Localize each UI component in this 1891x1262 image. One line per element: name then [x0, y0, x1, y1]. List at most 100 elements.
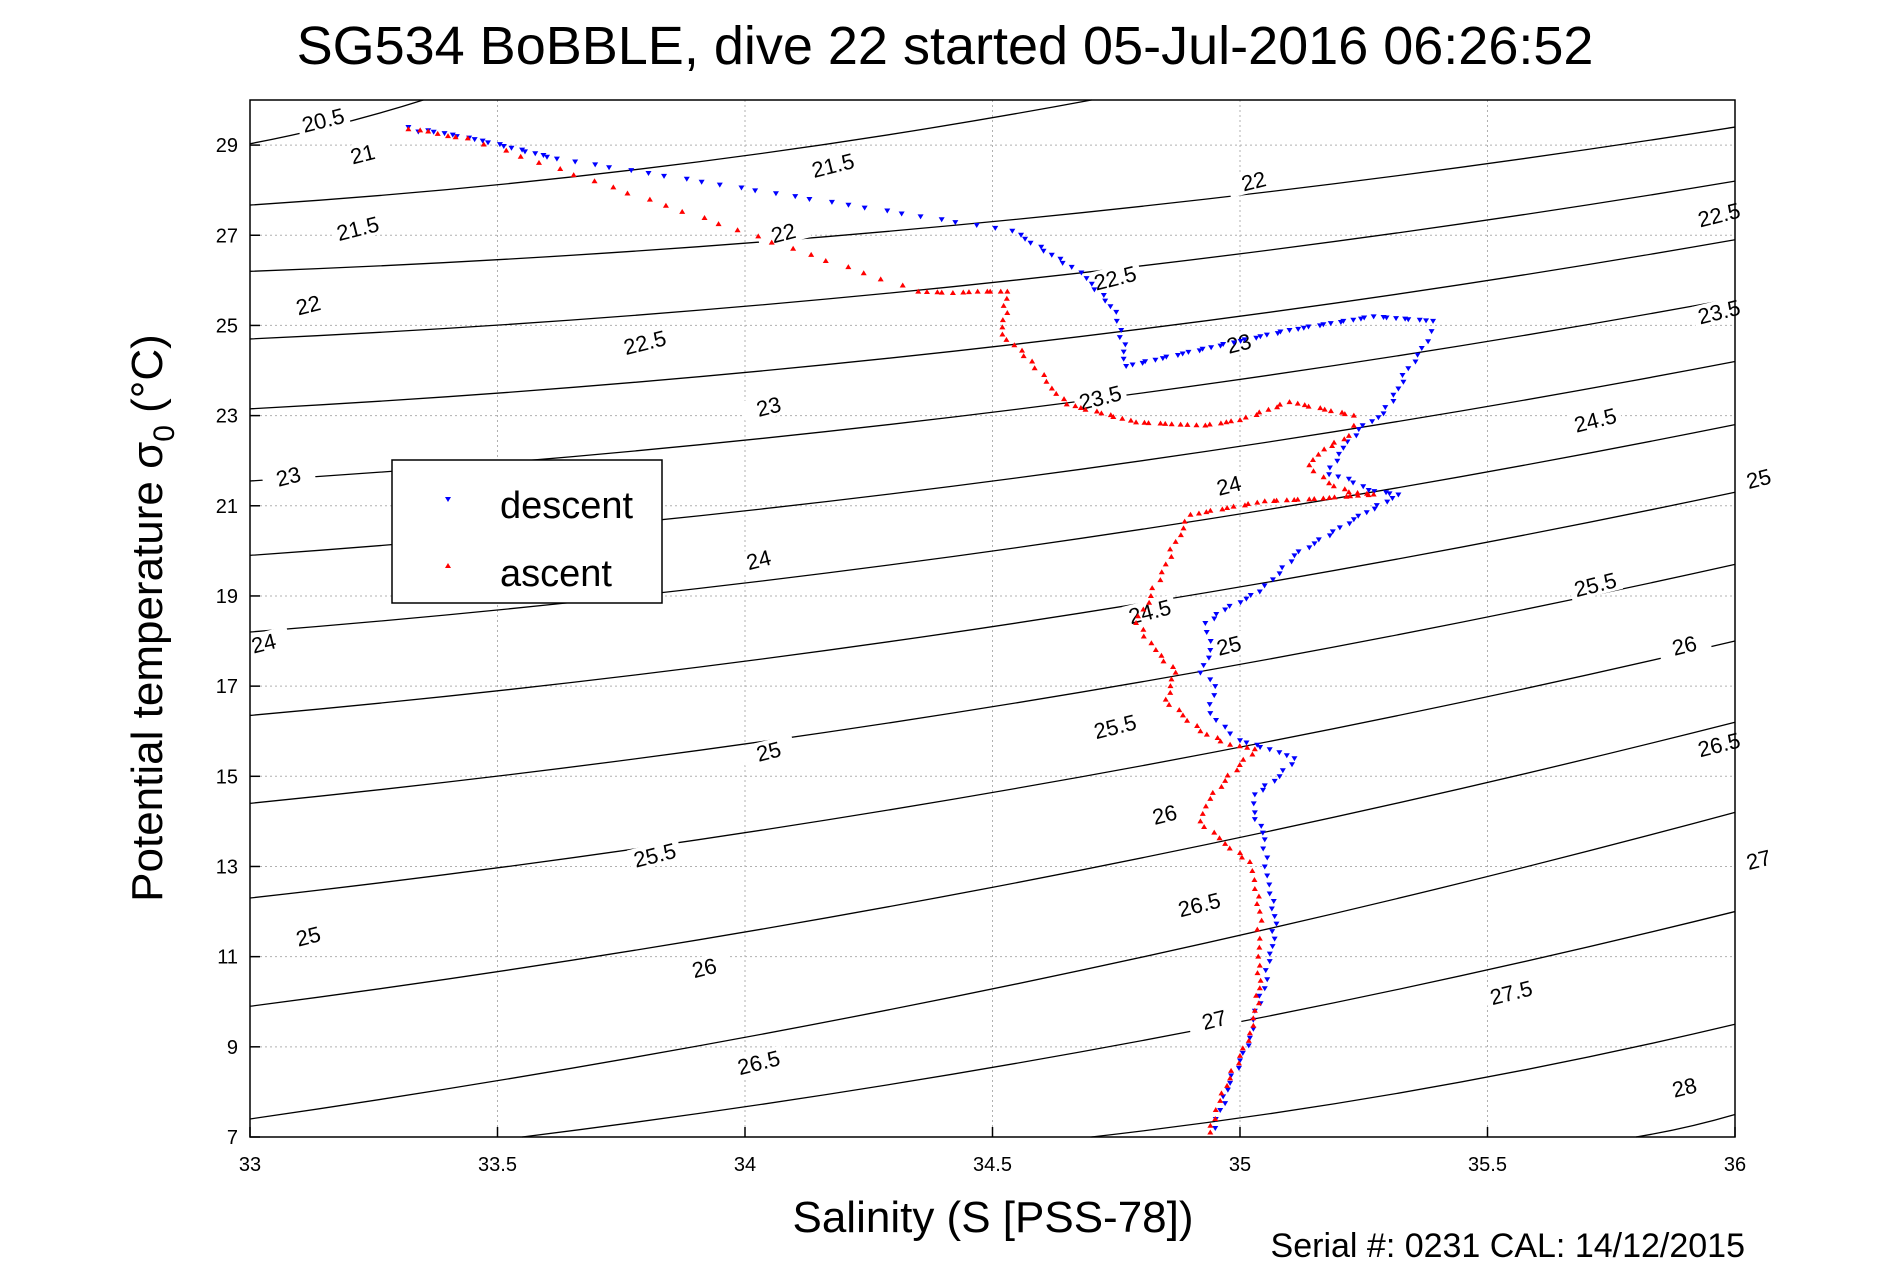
ascent-point [1253, 411, 1260, 417]
descent-point [1266, 882, 1273, 888]
ascent-point [1227, 741, 1234, 747]
descent-point [1200, 663, 1207, 669]
descent-point [1399, 373, 1406, 379]
ascent-point [517, 153, 524, 159]
contour-label: 26.5 [735, 1045, 783, 1080]
ascent-point [1249, 751, 1256, 757]
contour-label: 21.5 [809, 148, 857, 183]
ascent-point [1093, 408, 1100, 414]
ascent-point [999, 331, 1006, 337]
ascent-point [1326, 494, 1333, 500]
ascent-point [1271, 497, 1278, 503]
descent-point [1261, 986, 1268, 992]
ascent-point [1167, 546, 1174, 552]
descent-point [1340, 445, 1347, 451]
ascent-point [1251, 886, 1258, 892]
ascent-point [1176, 707, 1183, 713]
descent-point [1346, 521, 1353, 527]
ascent-point [1251, 1007, 1258, 1013]
descent-point [1266, 959, 1273, 965]
ascent-point [452, 134, 459, 140]
descent-point [532, 151, 539, 157]
ascent-point [1219, 506, 1226, 512]
descent-series [405, 125, 1437, 1131]
ascent-point [1212, 1115, 1219, 1121]
descent-point [1207, 639, 1214, 645]
ascent-point [960, 289, 967, 295]
descent-point [1113, 318, 1120, 324]
ascent-point [999, 324, 1006, 330]
descent-point [1230, 340, 1237, 346]
descent-point [1239, 1050, 1246, 1056]
ascent-point [1127, 417, 1134, 423]
descent-point [1355, 427, 1362, 433]
y-tick-label: 27 [216, 225, 238, 247]
descent-point [1395, 492, 1402, 498]
contour-line-28 [1635, 1113, 1736, 1138]
ascent-point [1294, 400, 1301, 406]
ascent-point [1172, 538, 1179, 544]
ascent-point [1158, 569, 1165, 575]
ascent-point [1230, 503, 1237, 509]
ascent-point [1261, 498, 1268, 504]
ascent-point [1355, 492, 1362, 498]
ascent-point [1133, 620, 1140, 626]
contour-label: 25 [1744, 464, 1774, 494]
ascent-point [974, 288, 981, 294]
ascent-point [1063, 401, 1070, 407]
descent-point [1276, 571, 1283, 577]
descent-point [1245, 1043, 1252, 1049]
descent-point [884, 208, 891, 214]
ascent-point [1167, 689, 1174, 695]
ascent-point [808, 251, 815, 257]
descent-point [1428, 329, 1435, 335]
ascent-point [899, 282, 906, 288]
ascent-point [987, 288, 994, 294]
descent-point [1264, 855, 1271, 861]
contour-label-bg [1656, 1070, 1713, 1105]
descent-point [519, 147, 526, 153]
ascent-point [1193, 422, 1200, 428]
ascent-point [999, 317, 1006, 323]
descent-point [1251, 810, 1258, 816]
ascent-point [1239, 1045, 1246, 1051]
ascent-point [1347, 493, 1354, 499]
descent-point [806, 197, 813, 203]
y-tick-label: 7 [227, 1127, 238, 1149]
descent-point [1257, 334, 1264, 340]
ascent-point [1309, 456, 1316, 462]
descent-point [1345, 476, 1352, 482]
ascent-point [1240, 756, 1247, 762]
ascent-point [860, 270, 867, 276]
ascent-point [1180, 525, 1187, 531]
x-tick-label: 35.5 [1468, 1154, 1507, 1176]
descent-point [1276, 774, 1283, 780]
ascent-point [503, 147, 510, 153]
descent-point [1350, 480, 1357, 486]
footer-serial-cal: Serial #: 0231 CAL: 14/12/2015 [1271, 1227, 1745, 1262]
contour-label: 22 [293, 290, 323, 320]
descent-point [1163, 354, 1170, 360]
contour-label: 25 [1214, 631, 1244, 661]
contour-label-bg [1567, 567, 1624, 602]
ascent-point [1003, 295, 1010, 301]
ascent-point [1203, 509, 1210, 515]
contour-line-21 [249, 99, 1092, 206]
descent-point [1316, 323, 1323, 329]
descent-point [628, 168, 635, 174]
contour-line-26.5 [249, 811, 1736, 1120]
descent-point [1382, 405, 1389, 411]
descent-point [1207, 677, 1214, 683]
ascent-point [1224, 772, 1231, 778]
contour-label-bg [740, 734, 797, 769]
ascent-point [1202, 803, 1209, 809]
descent-point [1213, 717, 1220, 723]
ascent-point [1236, 743, 1243, 749]
ascent-point [1197, 818, 1204, 824]
contour-label: 25.5 [631, 838, 679, 873]
ascent-point [1043, 378, 1050, 384]
contour-label-bg [1072, 380, 1129, 415]
descent-point [1286, 327, 1293, 333]
descent-point [1266, 891, 1273, 897]
